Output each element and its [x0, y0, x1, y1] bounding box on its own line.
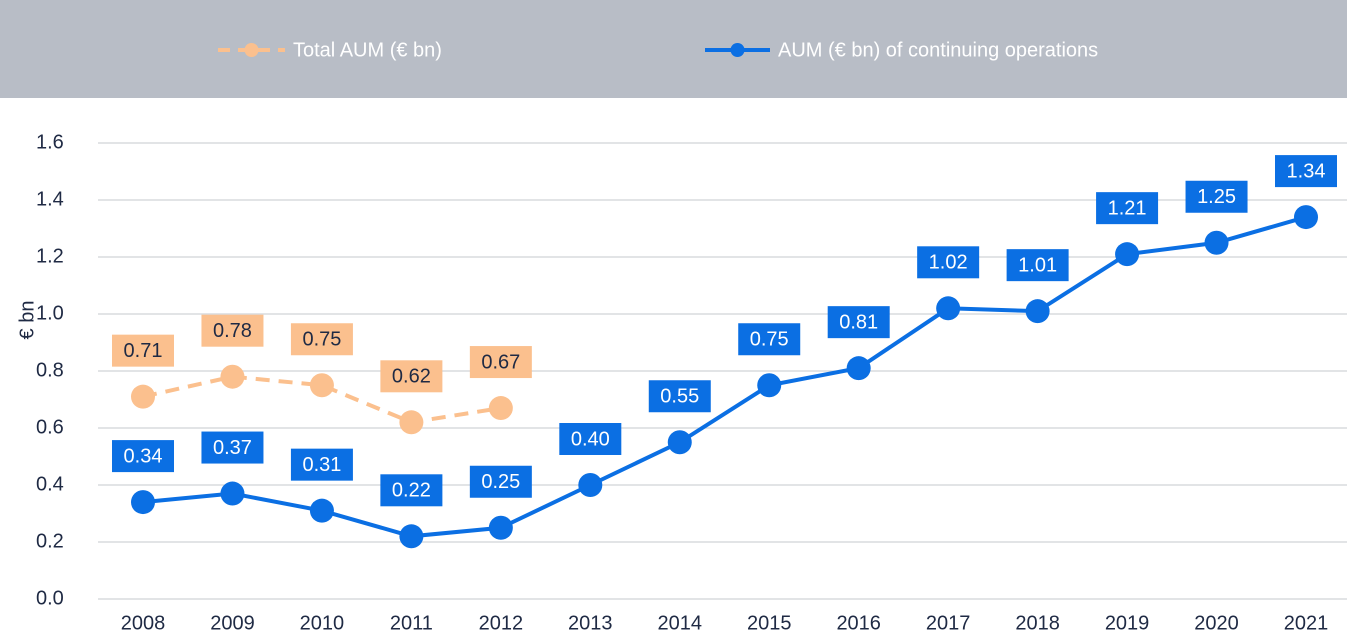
data-label-box [1096, 192, 1159, 225]
data-point [667, 430, 692, 455]
data-point [399, 410, 424, 435]
data-label-box [112, 334, 174, 367]
data-label-box [738, 323, 801, 356]
series-line [142, 215, 1307, 539]
x-tick-label: 2019 [1105, 612, 1150, 634]
data-label: 0.40 [571, 428, 610, 450]
data-label: 1.01 [1018, 254, 1057, 276]
data-point [220, 481, 245, 506]
x-tick-label: 2011 [390, 612, 433, 634]
data-label-box [917, 246, 980, 279]
y-tick-label: 1.4 [36, 188, 64, 210]
data-label-box [290, 448, 353, 481]
legend-label: AUM (€ bn) of continuing operations [778, 39, 1098, 61]
y-tick-label: 1.0 [36, 302, 64, 324]
series-line [142, 374, 502, 425]
data-point [1294, 205, 1318, 230]
data-label-box [201, 431, 264, 464]
data-point [309, 498, 334, 523]
data-point [488, 515, 513, 540]
data-label-box [1006, 249, 1069, 282]
data-label: 0.67 [481, 351, 520, 373]
x-tick-label: 2010 [300, 612, 345, 634]
y-tick-label: 0.6 [36, 416, 64, 438]
data-point [846, 356, 871, 381]
data-point [1025, 299, 1050, 324]
data-label: 0.75 [302, 329, 341, 351]
x-tick-label: 2018 [1015, 612, 1060, 634]
legend-band [0, 0, 1347, 98]
data-point [1115, 242, 1140, 267]
data-label-box [469, 346, 532, 379]
x-tick-label: 2021 [1284, 612, 1329, 634]
y-tick-label: 0.4 [36, 473, 64, 495]
data-label: 0.55 [660, 386, 699, 408]
data-label-box [469, 465, 532, 498]
y-tick-label: 0.0 [36, 587, 64, 609]
data-label: 0.25 [481, 471, 520, 493]
data-label-box [290, 323, 353, 356]
y-tick-label: 1.2 [36, 245, 64, 267]
x-tick-label: 2017 [926, 612, 971, 634]
data-label: 0.81 [839, 311, 878, 333]
data-point [399, 524, 424, 549]
data-label-box [112, 440, 174, 473]
data-label: 0.34 [124, 445, 163, 467]
data-point [578, 473, 603, 497]
data-label-box [201, 314, 264, 347]
data-label: 1.02 [929, 252, 968, 274]
data-point [131, 384, 155, 409]
data-label: 0.22 [392, 480, 431, 502]
data-point [757, 373, 782, 398]
data-label: 0.31 [302, 454, 341, 476]
data-label: 1.34 [1287, 160, 1326, 182]
y-axis-label: € bn [16, 301, 38, 340]
data-label-box [380, 360, 443, 393]
data-label-box [559, 423, 622, 455]
legend-marker [244, 43, 259, 57]
legend-label: Total AUM (€ bn) [293, 39, 442, 61]
data-point [1204, 230, 1229, 255]
x-tick-label: 2008 [121, 612, 166, 634]
x-tick-label: 2012 [479, 612, 524, 634]
y-tick-label: 0.2 [36, 530, 64, 552]
data-label-box [1275, 155, 1337, 188]
data-label: 1.21 [1108, 197, 1147, 219]
data-label: 0.62 [392, 366, 431, 388]
data-point [131, 490, 155, 515]
y-tick-label: 0.8 [36, 359, 64, 381]
data-label: 0.37 [213, 437, 252, 459]
x-tick-label: 2009 [210, 612, 255, 634]
data-point [220, 364, 245, 389]
data-label: 0.75 [750, 329, 789, 351]
x-tick-label: 2015 [747, 612, 792, 634]
data-label: 0.78 [213, 320, 252, 342]
x-tick-label: 2013 [568, 612, 613, 634]
x-tick-label: 2016 [836, 612, 881, 634]
data-label-box [380, 474, 443, 507]
x-tick-label: 2020 [1194, 612, 1239, 634]
data-label-box [648, 380, 711, 413]
y-tick-label: 1.6 [36, 131, 64, 153]
data-point [488, 396, 513, 421]
data-label: 0.71 [124, 340, 163, 362]
x-tick-label: 2014 [658, 612, 703, 634]
data-point [309, 373, 334, 398]
data-label-box [827, 306, 890, 339]
legend-marker [730, 43, 745, 57]
data-label: 1.25 [1197, 186, 1236, 208]
data-label-box [1185, 180, 1248, 213]
data-point [936, 296, 961, 321]
